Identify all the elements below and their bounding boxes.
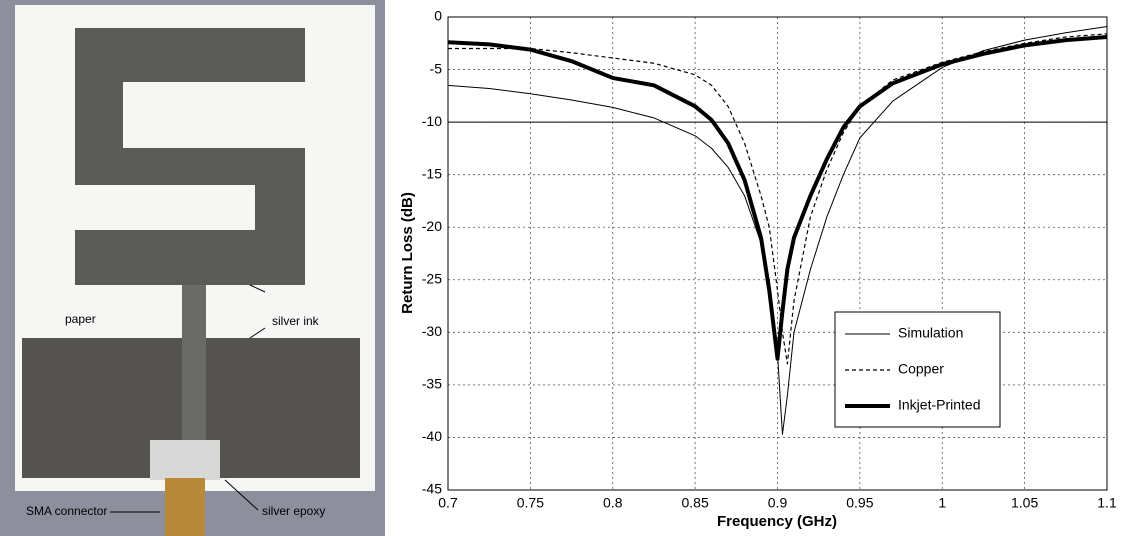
x-tick-label: 0.95	[846, 495, 873, 511]
x-tick-label: 1	[938, 495, 946, 511]
x-tick-label: 0.85	[682, 495, 709, 511]
legend-label: Inkjet-Printed	[898, 397, 980, 413]
y-tick-label: -10	[422, 113, 442, 129]
photo: paper silver ink SMA connector silver ep…	[0, 0, 385, 536]
x-tick-label: 0.8	[603, 495, 623, 511]
photo-label: paper	[65, 312, 96, 326]
series-line	[447, 34, 1108, 361]
x-tick-label: 0.9	[768, 495, 788, 511]
legend-label: Copper	[898, 361, 944, 377]
legend-label: Simulation	[898, 325, 963, 341]
sma-connector	[165, 478, 205, 536]
arrow	[249, 284, 266, 293]
plot-frame	[447, 16, 1108, 491]
series-line	[447, 25, 1108, 435]
y-axis-label: Return Loss (dB)	[399, 192, 416, 314]
chart: Frequency (GHz) Return Loss (dB) -45 -40 -…	[399, 8, 1117, 530]
y-tick-label: -25	[422, 270, 442, 286]
y-tick-label: -5	[430, 60, 443, 76]
arrow	[249, 327, 266, 339]
y-tick-label: -20	[422, 218, 442, 234]
y-tick-label: -15	[422, 165, 442, 181]
feed-line	[182, 285, 206, 445]
y-tick-label: -40	[422, 428, 442, 444]
y-tick-label: -30	[422, 323, 442, 339]
silver-epoxy-blob	[150, 440, 220, 480]
photo-label: silver ink	[272, 314, 320, 328]
x-tick-label: 1.05	[1011, 495, 1038, 511]
y-tick-label: -35	[422, 376, 442, 392]
photo-label: SMA connector	[26, 504, 107, 518]
x-tick-label: 0.75	[517, 495, 544, 511]
photo-label: silver epoxy	[262, 504, 325, 518]
arrow	[224, 479, 259, 511]
y-tick-label: 0	[434, 8, 442, 24]
series-line	[448, 33, 1108, 365]
antenna-meander	[75, 28, 305, 285]
x-tick-label: 1.1	[1097, 495, 1117, 511]
y-tick-label: -45	[422, 481, 442, 497]
x-tick-label: 0.7	[438, 495, 458, 511]
ground-plane	[22, 338, 360, 478]
x-axis-label: Frequency (GHz)	[717, 513, 837, 530]
